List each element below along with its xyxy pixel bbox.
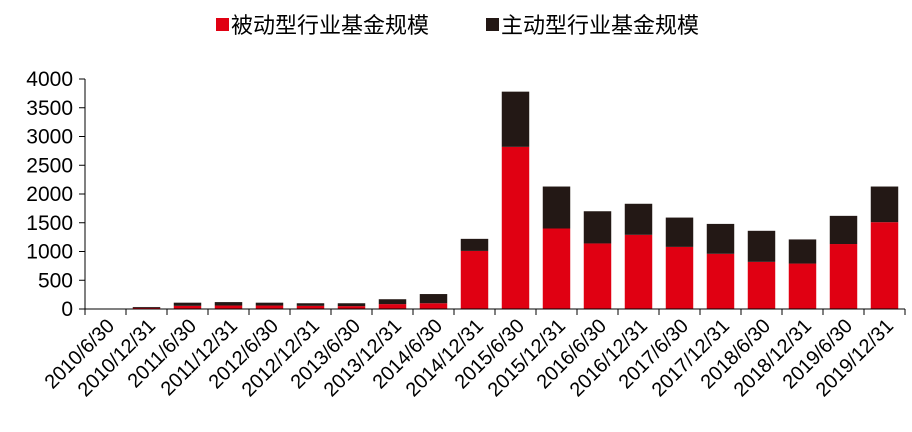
x-axis: 2010/6/302010/12/312011/6/302011/12/3120… [41, 308, 906, 401]
legend-swatch-passive [216, 18, 229, 31]
bar-passive-13 [624, 234, 653, 309]
bar-passive-8 [419, 303, 448, 309]
bar-active-10 [501, 91, 530, 147]
bar-passive-12 [583, 243, 612, 309]
legend-label-passive: 被动型行业基金规模 [231, 14, 429, 39]
bar-active-19 [870, 186, 899, 223]
bar-active-15 [706, 223, 735, 254]
bar-active-11 [542, 186, 571, 229]
bar-passive-19 [870, 222, 899, 309]
bars [91, 91, 899, 310]
legend-swatch-active [486, 18, 499, 31]
bar-active-2 [173, 302, 202, 306]
bar-passive-11 [542, 228, 571, 309]
bar-active-16 [747, 230, 776, 262]
bar-passive-9 [460, 250, 489, 309]
bar-active-13 [624, 203, 653, 235]
bar-passive-5 [296, 305, 325, 309]
bar-active-18 [829, 215, 858, 245]
y-tick-label: 1000 [26, 241, 73, 264]
bar-passive-6 [337, 306, 366, 310]
bar-passive-2 [173, 305, 202, 309]
y-tick-label: 4000 [26, 68, 73, 91]
bar-passive-1 [132, 307, 161, 309]
bar-active-3 [214, 302, 243, 306]
bar-active-6 [337, 303, 366, 307]
y-tick-label: 2500 [26, 154, 73, 177]
bar-passive-4 [255, 305, 284, 309]
bar-active-5 [296, 303, 325, 306]
bar-passive-14 [665, 246, 694, 309]
legend-label-active: 主动型行业基金规模 [501, 14, 699, 39]
bar-active-12 [583, 211, 612, 244]
bar-passive-7 [378, 304, 407, 309]
bar-active-8 [419, 294, 448, 304]
y-tick-label: 3000 [26, 126, 73, 149]
y-tick-label: 0 [61, 298, 73, 321]
bar-active-17 [788, 239, 817, 264]
bar-passive-10 [501, 146, 530, 309]
bar-passive-18 [829, 244, 858, 309]
bar-active-4 [255, 302, 284, 306]
y-tick-label: 1500 [26, 212, 73, 235]
bar-active-7 [378, 299, 407, 305]
bar-active-1 [132, 306, 161, 308]
bar-active-14 [665, 217, 694, 247]
y-tick-label: 3500 [26, 97, 73, 120]
bar-passive-15 [706, 253, 735, 309]
y-axis: 0 500 1000 1500 2000 2500 3000 3500 4000 [26, 68, 86, 321]
bar-passive-3 [214, 305, 243, 309]
bar-passive-17 [788, 263, 817, 309]
bar-passive-16 [747, 261, 776, 309]
y-tick-label: 500 [38, 269, 73, 292]
legend: 被动型行业基金规模 主动型行业基金规模 [216, 14, 699, 39]
bar-active-9 [460, 238, 489, 251]
y-tick-label: 2000 [26, 183, 73, 206]
